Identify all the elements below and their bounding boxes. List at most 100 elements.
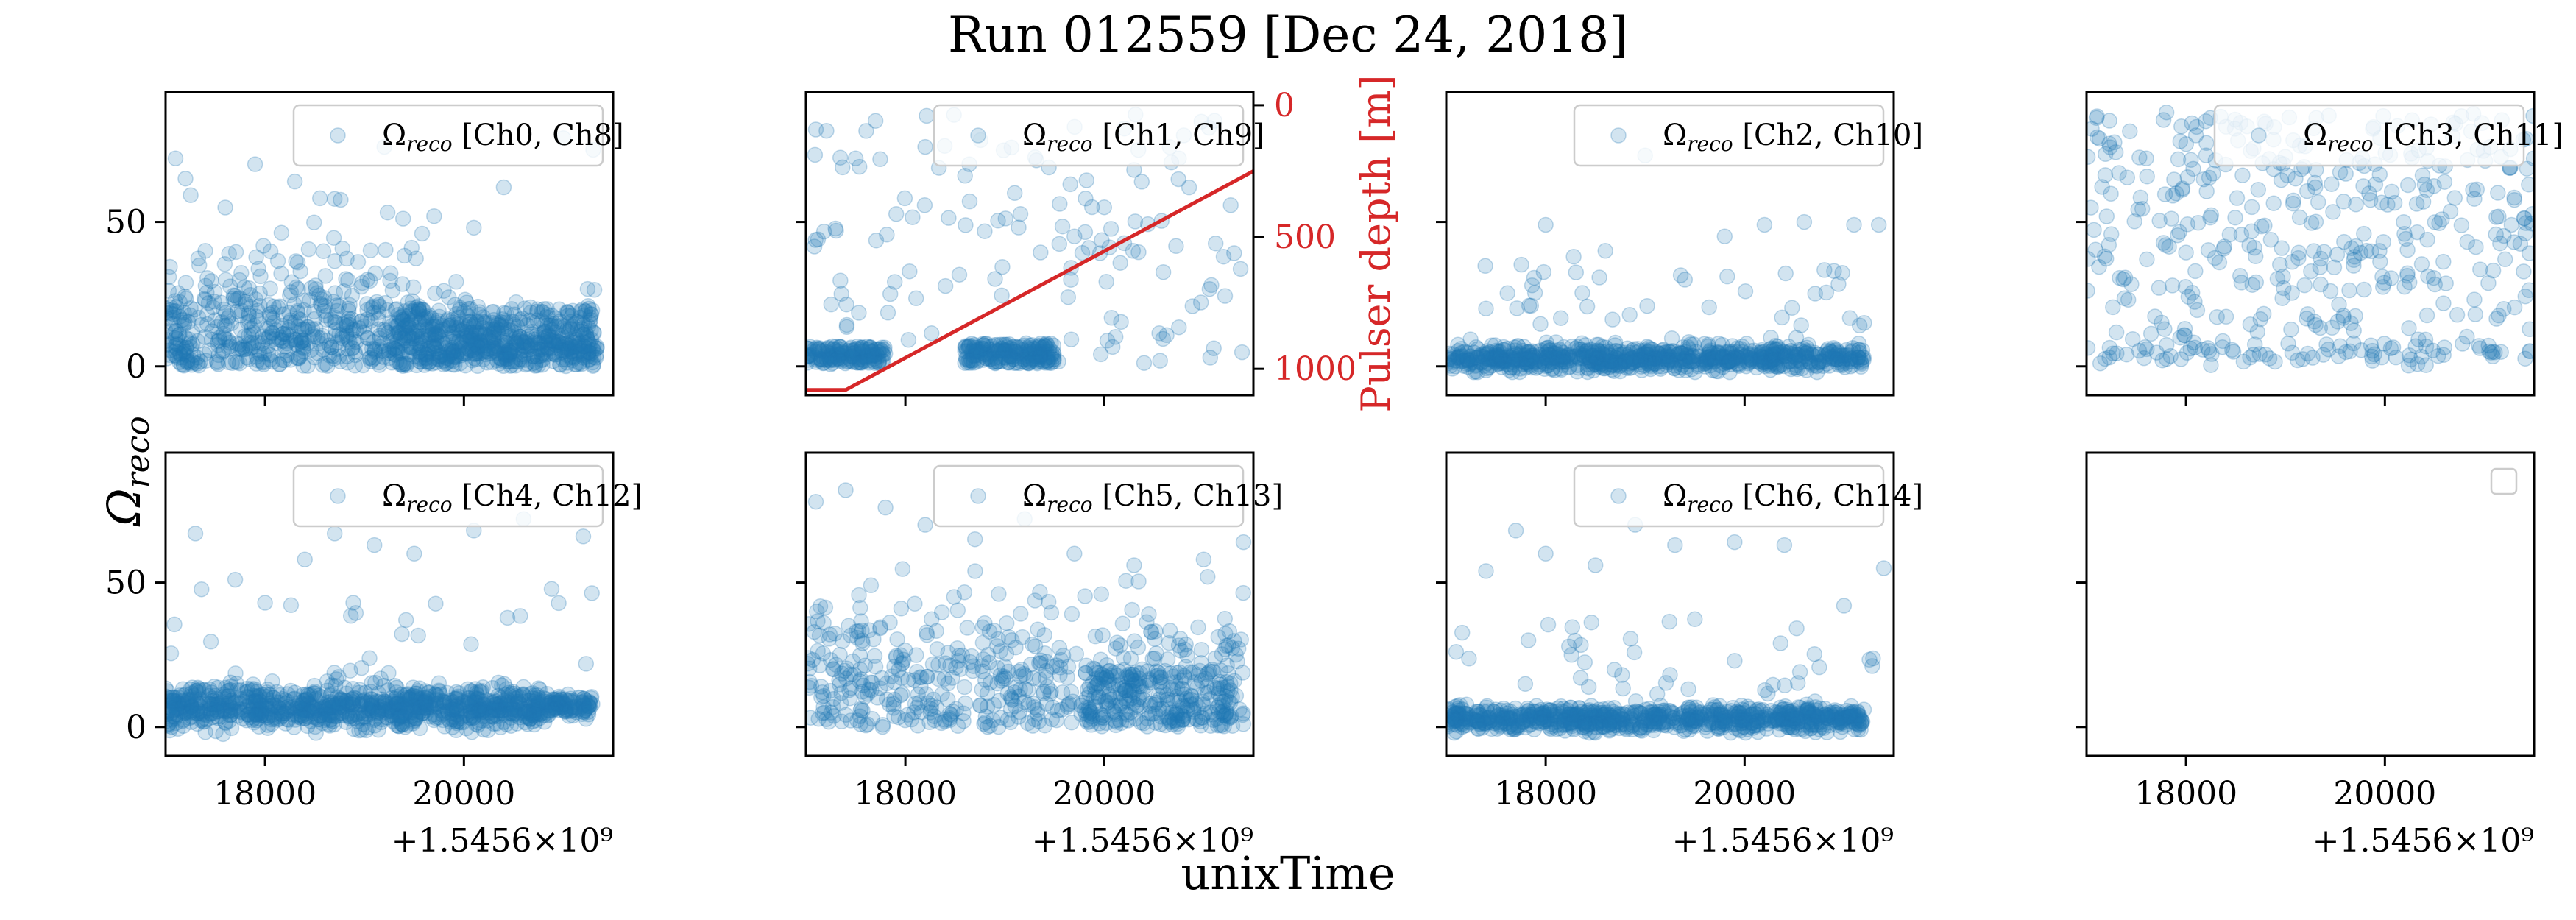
data-point	[421, 307, 437, 324]
data-point	[216, 342, 232, 358]
data-point	[517, 300, 533, 316]
data-point	[530, 340, 546, 357]
data-point	[967, 563, 983, 579]
data-point	[264, 325, 281, 342]
data-point	[2382, 340, 2399, 357]
data-point	[500, 353, 516, 370]
data-point	[858, 123, 874, 139]
data-point	[1028, 352, 1045, 368]
data-point	[1793, 317, 1809, 333]
data-point	[489, 338, 505, 355]
data-point	[525, 355, 542, 372]
data-point	[177, 314, 193, 330]
data-point	[489, 352, 506, 369]
data-point	[1032, 348, 1048, 364]
data-point	[810, 342, 827, 358]
data-point	[572, 309, 588, 326]
data-point	[957, 343, 973, 359]
data-point	[441, 289, 457, 305]
data-point	[1035, 347, 1051, 363]
data-point	[806, 349, 817, 365]
data-point	[544, 317, 560, 334]
data-point	[1028, 353, 1045, 370]
data-point	[393, 356, 410, 372]
data-point	[168, 299, 185, 315]
data-point	[470, 358, 486, 375]
data-point	[970, 352, 986, 369]
data-point	[435, 347, 451, 363]
data-point	[1027, 592, 1044, 609]
data-point	[1754, 342, 1770, 358]
data-point	[551, 595, 567, 612]
data-point	[567, 315, 584, 331]
data-point	[384, 340, 401, 356]
data-point	[197, 346, 213, 362]
data-point	[241, 350, 257, 367]
data-point	[565, 345, 582, 361]
data-point	[370, 321, 387, 338]
data-point	[403, 339, 420, 356]
data-point	[965, 342, 981, 358]
data-point	[394, 343, 411, 360]
data-point	[1661, 348, 1678, 364]
data-point	[425, 319, 442, 335]
data-point	[1078, 665, 1094, 682]
data-point	[493, 314, 509, 330]
data-point	[834, 347, 851, 364]
y-tick-label: 0	[126, 348, 146, 386]
data-point	[170, 285, 186, 301]
data-point	[1127, 213, 1144, 230]
data-point	[1032, 346, 1048, 362]
data-point	[852, 346, 868, 362]
data-point	[1644, 357, 1660, 373]
data-point	[1021, 345, 1037, 362]
data-point	[482, 333, 498, 350]
data-point	[1710, 363, 1727, 380]
scatter-points	[806, 106, 1250, 372]
data-point	[420, 308, 437, 325]
data-point	[334, 330, 350, 347]
data-point	[189, 350, 205, 366]
data-point	[1062, 176, 1078, 193]
data-point	[1755, 344, 1772, 360]
data-point	[2396, 213, 2412, 230]
legend-marker	[330, 127, 346, 144]
data-point	[412, 336, 428, 352]
data-point	[279, 347, 295, 364]
data-point	[382, 333, 399, 350]
data-point	[896, 190, 913, 207]
data-point	[427, 285, 443, 302]
data-point	[428, 315, 445, 331]
data-point	[838, 296, 854, 313]
data-point	[1158, 700, 1175, 716]
data-point	[2233, 275, 2250, 291]
data-point	[1579, 298, 1596, 315]
data-point	[279, 335, 295, 352]
data-point	[536, 325, 552, 342]
data-point	[1446, 354, 1462, 370]
data-point	[308, 321, 324, 337]
data-point	[576, 350, 592, 366]
data-point	[538, 328, 554, 345]
data-point	[564, 333, 581, 350]
data-point	[2326, 259, 2343, 276]
data-point	[2252, 311, 2269, 328]
data-point	[242, 340, 258, 357]
data-point	[2179, 344, 2195, 361]
data-point	[2341, 282, 2357, 299]
data-point	[292, 311, 308, 328]
data-point	[365, 298, 381, 315]
data-point	[988, 336, 1005, 353]
data-point	[854, 342, 871, 359]
data-point	[1005, 349, 1021, 366]
data-point	[283, 284, 300, 300]
data-point	[457, 357, 474, 374]
data-point	[171, 327, 187, 343]
data-point	[404, 302, 420, 319]
data-point	[470, 339, 486, 355]
data-point	[390, 306, 406, 323]
data-point	[418, 311, 434, 327]
data-point	[969, 342, 985, 358]
